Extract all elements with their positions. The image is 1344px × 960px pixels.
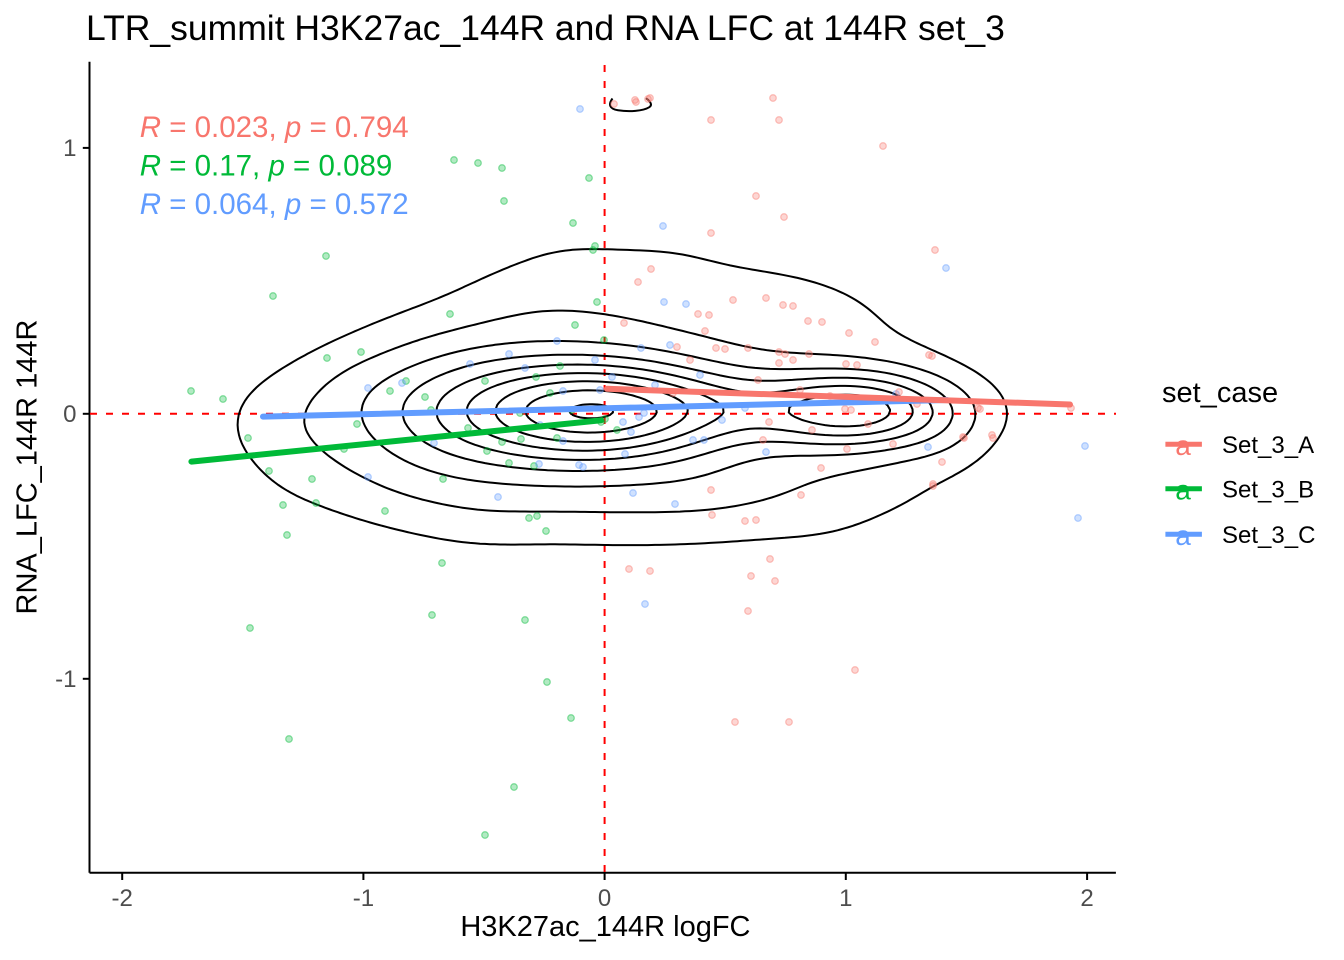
svg-text:-1: -1: [55, 666, 76, 693]
svg-text:Set_3_A: Set_3_A: [1222, 432, 1314, 459]
svg-text:R = 0.064, p = 0.572: R = 0.064, p = 0.572: [140, 188, 409, 221]
svg-text:R = 0.023, p = 0.794: R = 0.023, p = 0.794: [140, 111, 409, 144]
svg-text:0: 0: [63, 401, 76, 428]
svg-text:Set_3_C: Set_3_C: [1222, 522, 1315, 549]
svg-text:LTR_summit H3K27ac_144R and RN: LTR_summit H3K27ac_144R and RNA LFC at 1…: [86, 8, 1005, 48]
svg-text:H3K27ac_144R logFC: H3K27ac_144R logFC: [460, 911, 750, 943]
svg-text:1: 1: [839, 885, 852, 912]
svg-text:0: 0: [598, 885, 611, 912]
svg-text:2: 2: [1080, 885, 1093, 912]
svg-text:-2: -2: [112, 885, 133, 912]
svg-text:a: a: [1175, 475, 1191, 506]
svg-text:RNA_LFC_144R 144R: RNA_LFC_144R 144R: [12, 320, 44, 615]
svg-text:a: a: [1175, 520, 1191, 551]
svg-text:set_case: set_case: [1162, 377, 1278, 409]
svg-text:1: 1: [63, 135, 76, 162]
svg-text:R = 0.17, p = 0.089: R = 0.17, p = 0.089: [140, 150, 393, 183]
svg-text:-1: -1: [353, 885, 374, 912]
svg-text:Set_3_B: Set_3_B: [1222, 477, 1314, 504]
svg-text:a: a: [1175, 430, 1191, 461]
